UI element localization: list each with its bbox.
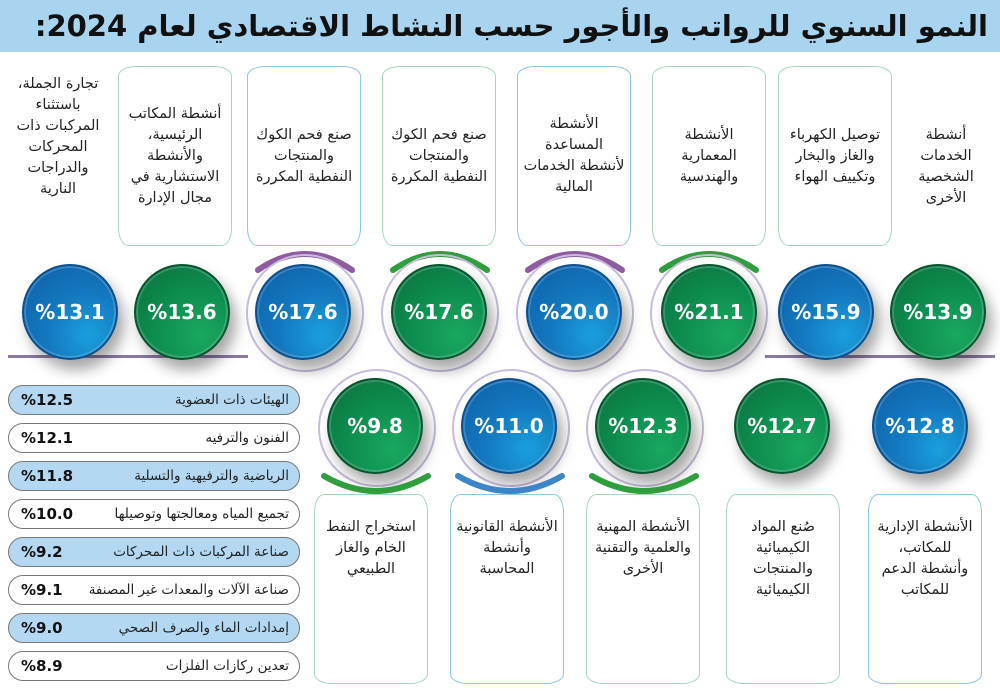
green-arc-icon xyxy=(589,473,699,494)
list-item: تعدين ركازات الفلزات %8.9 xyxy=(8,651,300,681)
value-circle: %17.6 xyxy=(391,264,487,360)
value-circle: %17.6 xyxy=(255,264,351,360)
value-circle: %13.9 xyxy=(890,264,986,360)
value-circle: %15.9 xyxy=(778,264,874,360)
bottom-label-1: الأنشطة الإدارية للمكاتب، وأنشطة الدعم ل… xyxy=(868,494,982,684)
top-label-8: تجارة الجملة، باستثناء المركبات ذات المح… xyxy=(4,62,112,212)
value-circle: %12.3 xyxy=(595,378,691,474)
bottom-label-5: استخراج النفط الخام والغاز الطبيعي xyxy=(314,494,428,684)
list-item-value: %10.0 xyxy=(21,505,74,523)
connector-ring xyxy=(650,254,768,372)
list-item-label: الرياضية والترفيهية والتسلية xyxy=(134,468,289,484)
value-circle: %12.7 xyxy=(734,378,830,474)
list-item-label: صناعة الآلات والمعدات غير المصنفة xyxy=(88,582,289,598)
list-item-value: %12.1 xyxy=(21,429,74,447)
page-title: النمو السنوي للرواتب والأجور حسب النشاط … xyxy=(34,9,989,43)
top-label-text: توصيل الكهرباء والغاز والبخار وتكييف اله… xyxy=(789,126,881,185)
list-item-label: الفنون والترفيه xyxy=(205,430,289,446)
top-label-text: الأنشطة المعمارية والهندسية xyxy=(679,126,739,185)
baseline xyxy=(8,355,248,358)
top-label-1: أنشطة الخدمات الشخصية الأخرى xyxy=(900,92,992,242)
list-item-label: تجميع المياه ومعالجتها وتوصيلها xyxy=(114,506,289,522)
connector-ring xyxy=(381,254,499,372)
top-label-text: أنشطة المكاتب الرئيسية، والأنشطة الاستشا… xyxy=(128,105,222,206)
list-item-label: تعدين ركازات الفلزات xyxy=(165,658,289,674)
list-item-value: %9.0 xyxy=(21,619,63,637)
connector-ring xyxy=(516,254,634,372)
list-item-value: %9.2 xyxy=(21,543,63,561)
baseline xyxy=(765,355,995,358)
bottom-label-4: الأنشطة القانونية وأنشطة المحاسبة xyxy=(450,494,564,684)
bottom-label-3: الأنشطة المهنية والعلمية والتقنية الأخرى xyxy=(586,494,700,684)
top-label-text: تجارة الجملة، باستثناء المركبات ذات المح… xyxy=(16,76,100,197)
bottom-label-text: استخراج النفط الخام والغاز الطبيعي xyxy=(326,519,416,577)
list-item-label: الهيئات ذات العضوية xyxy=(174,392,289,408)
value-circle: %13.6 xyxy=(134,264,230,360)
list-item-label: صناعة المركبات ذات المحركات xyxy=(113,544,289,560)
value-circle: %11.0 xyxy=(461,378,557,474)
value-circle: %12.8 xyxy=(872,378,968,474)
value-circle: %13.1 xyxy=(22,264,118,360)
connector-ring xyxy=(318,369,436,487)
list-item-value: %12.5 xyxy=(21,391,74,409)
list-item: إمدادات الماء والصرف الصحي %9.0 xyxy=(8,613,300,643)
list-item-value: %11.8 xyxy=(21,467,74,485)
list-item-label: إمدادات الماء والصرف الصحي xyxy=(118,620,289,636)
value-circle: %21.1 xyxy=(661,264,757,360)
value-circle: %20.0 xyxy=(526,264,622,360)
bottom-label-2: صُنع المواد الكيميائية والمنتجات الكيميا… xyxy=(726,494,840,684)
list-item: صناعة المركبات ذات المحركات %9.2 xyxy=(8,537,300,567)
top-label-4: الأنشطة المساعدة لأنشطة الخدمات المالية xyxy=(517,66,631,246)
list-item-value: %8.9 xyxy=(21,657,63,675)
connector-ring xyxy=(586,369,704,487)
top-label-text: أنشطة الخدمات الشخصية الأخرى xyxy=(918,127,974,206)
top-label-6: صنع فحم الكوك والمنتجات النفطية المكررة xyxy=(247,66,361,246)
top-label-5: صنع فحم الكوك والمنتجات النفطية المكررة xyxy=(382,66,496,246)
top-label-3: الأنشطة المعمارية والهندسية xyxy=(652,66,766,246)
top-label-2: توصيل الكهرباء والغاز والبخار وتكييف اله… xyxy=(778,66,892,246)
top-label-text: الأنشطة المساعدة لأنشطة الخدمات المالية xyxy=(523,116,625,195)
value-circle: %9.8 xyxy=(327,378,423,474)
connector-ring xyxy=(452,369,570,487)
bottom-label-text: الأنشطة الإدارية للمكاتب، وأنشطة الدعم ل… xyxy=(877,519,973,598)
title-bar: النمو السنوي للرواتب والأجور حسب النشاط … xyxy=(0,0,1000,52)
list-item-value: %9.1 xyxy=(21,581,63,599)
list-item: الفنون والترفيه %12.1 xyxy=(8,423,300,453)
bottom-label-text: الأنشطة القانونية وأنشطة المحاسبة xyxy=(456,519,558,577)
blue-arc-icon xyxy=(455,473,565,494)
side-value-list: الهيئات ذات العضوية %12.5 الفنون والترفيه… xyxy=(8,385,300,689)
green-arc-icon xyxy=(321,473,431,494)
list-item: صناعة الآلات والمعدات غير المصنفة %9.1 xyxy=(8,575,300,605)
bottom-label-text: الأنشطة المهنية والعلمية والتقنية الأخرى xyxy=(594,519,692,577)
list-item: تجميع المياه ومعالجتها وتوصيلها %10.0 xyxy=(8,499,300,529)
list-item: الرياضية والترفيهية والتسلية %11.8 xyxy=(8,461,300,491)
bottom-label-text: صُنع المواد الكيميائية والمنتجات الكيميا… xyxy=(751,519,815,598)
top-label-7: أنشطة المكاتب الرئيسية، والأنشطة الاستشا… xyxy=(118,66,232,246)
list-item: الهيئات ذات العضوية %12.5 xyxy=(8,385,300,415)
infographic-stage: أنشطة الخدمات الشخصية الأخرى توصيل الكهر… xyxy=(0,52,1000,693)
top-label-text: صنع فحم الكوك والمنتجات النفطية المكررة xyxy=(390,126,488,185)
top-label-text: صنع فحم الكوك والمنتجات النفطية المكررة xyxy=(255,126,353,185)
connector-ring xyxy=(246,254,364,372)
